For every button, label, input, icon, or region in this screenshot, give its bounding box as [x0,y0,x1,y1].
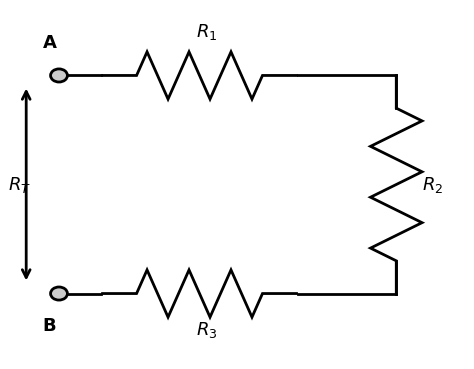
Text: $R_3$: $R_3$ [196,320,217,340]
Text: A: A [43,34,56,52]
Text: $R_1$: $R_1$ [196,22,217,42]
Circle shape [51,287,67,300]
Text: $R_2$: $R_2$ [422,175,443,194]
Circle shape [51,69,67,82]
Text: $R_T$: $R_T$ [8,175,31,194]
Text: B: B [43,317,56,335]
